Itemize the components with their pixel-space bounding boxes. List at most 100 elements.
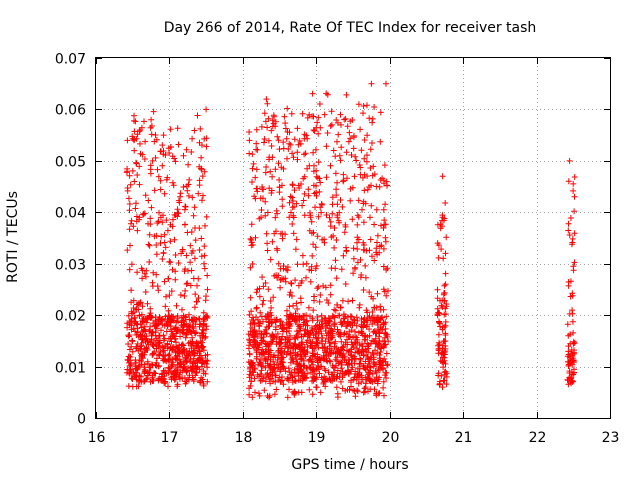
data-point <box>325 376 331 383</box>
data-point <box>437 357 444 364</box>
data-point <box>565 381 572 388</box>
data-point <box>565 279 572 285</box>
x-tick-label: 23 <box>602 430 620 446</box>
data-point <box>175 197 182 204</box>
data-point <box>289 315 296 322</box>
data-point <box>341 318 348 325</box>
data-point <box>362 274 369 281</box>
data-point <box>316 355 323 362</box>
data-point <box>334 179 340 186</box>
data-point <box>343 247 350 254</box>
data-point <box>328 347 335 354</box>
data-point <box>308 218 315 225</box>
data-point <box>360 322 367 329</box>
data-point <box>301 327 308 334</box>
data-point <box>315 114 322 121</box>
data-point <box>184 229 191 236</box>
data-point <box>291 203 298 210</box>
data-point <box>189 317 196 324</box>
data-point <box>334 214 341 221</box>
data-point <box>126 332 133 338</box>
data-point <box>273 228 279 235</box>
data-point <box>360 103 367 109</box>
data-point <box>263 374 269 381</box>
data-point <box>343 347 350 354</box>
data-point <box>347 352 354 358</box>
data-point <box>128 261 135 268</box>
data-point <box>136 181 143 188</box>
data-point <box>287 339 293 346</box>
data-point <box>180 346 187 353</box>
data-point <box>380 344 387 351</box>
data-point <box>442 311 449 317</box>
data-point <box>338 378 344 385</box>
data-point <box>203 135 210 142</box>
data-point <box>247 339 254 346</box>
data-point <box>187 282 194 289</box>
data-point <box>325 317 332 324</box>
data-point <box>191 304 198 311</box>
data-point <box>350 344 357 350</box>
data-point <box>318 209 325 216</box>
data-point <box>327 162 334 169</box>
data-point <box>202 222 208 229</box>
data-point <box>246 137 253 144</box>
data-point <box>348 152 355 158</box>
data-point <box>166 356 173 362</box>
data-point <box>332 356 339 363</box>
data-point <box>333 345 340 351</box>
data-point <box>161 370 168 377</box>
data-point <box>354 221 361 228</box>
data-point <box>332 257 339 264</box>
data-point <box>155 377 162 384</box>
data-point <box>132 359 139 366</box>
data-point <box>160 132 167 139</box>
data-point <box>331 321 338 328</box>
data-point <box>365 345 372 352</box>
data-point <box>262 198 269 205</box>
data-point <box>334 119 341 126</box>
data-point <box>172 276 179 283</box>
data-point <box>261 136 268 142</box>
data-point <box>162 244 169 251</box>
data-point <box>313 384 320 391</box>
data-point <box>156 209 162 216</box>
data-point <box>564 376 571 383</box>
data-point <box>196 225 203 232</box>
data-point <box>280 165 287 172</box>
data-point <box>329 194 336 201</box>
data-point <box>364 309 371 316</box>
data-point <box>343 91 350 98</box>
data-point <box>248 237 255 243</box>
data-point <box>301 173 308 180</box>
data-point <box>183 252 190 259</box>
data-point <box>128 308 135 315</box>
data-point <box>334 326 341 333</box>
data-point <box>293 236 300 243</box>
data-point <box>259 363 266 370</box>
data-point <box>168 376 175 383</box>
data-point <box>282 368 289 375</box>
data-point <box>254 371 261 378</box>
data-point <box>141 156 148 162</box>
data-point <box>133 345 139 352</box>
data-point <box>286 214 293 221</box>
data-point <box>191 255 198 262</box>
data-point <box>186 176 193 183</box>
data-point <box>153 242 160 248</box>
data-point <box>304 135 311 142</box>
data-point <box>434 221 441 228</box>
data-point <box>369 119 376 126</box>
data-point <box>267 168 274 175</box>
data-point <box>257 359 264 366</box>
data-point <box>138 378 145 385</box>
data-point <box>173 319 180 326</box>
data-point <box>565 227 572 234</box>
data-point <box>269 238 276 245</box>
data-point <box>290 154 297 161</box>
data-point <box>338 266 345 273</box>
data-point <box>311 128 318 134</box>
data-point <box>441 354 448 361</box>
data-point <box>372 368 379 374</box>
